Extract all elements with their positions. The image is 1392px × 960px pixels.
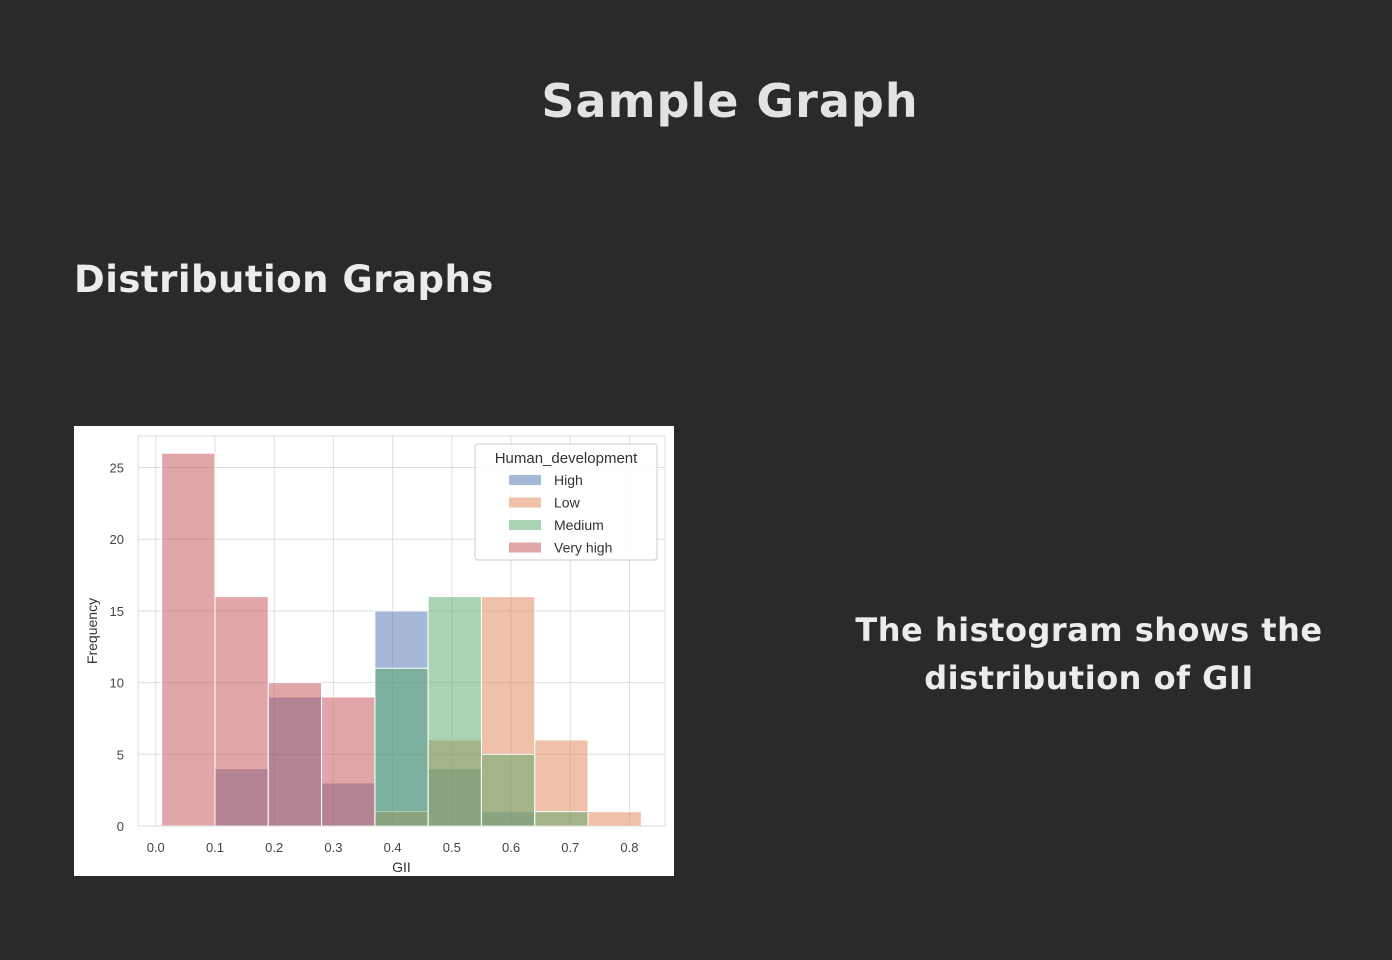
y-tick-label: 10 (110, 676, 124, 691)
bar-medium-6 (480, 753, 536, 827)
legend: Human_development High Low Medium Very high (474, 443, 658, 561)
bars-layer (161, 452, 642, 827)
legend-swatch-medium (509, 520, 541, 530)
bar-very-high-0 (161, 452, 216, 827)
bar-very-high-3 (321, 696, 376, 827)
section-title: Distribution Graphs (74, 258, 494, 301)
x-tick-label: 0.1 (206, 840, 224, 855)
legend-label-very-high: Very high (554, 540, 612, 556)
plot-frame (137, 435, 666, 827)
legend-swatch-high (509, 475, 541, 485)
x-tick-labels: 0.0 0.1 0.2 0.3 0.4 0.5 0.6 0.7 0.8 (147, 840, 639, 855)
legend-title: Human_development (495, 450, 638, 467)
x-tick-label: 0.4 (384, 840, 402, 855)
bar-medium-5 (427, 596, 482, 827)
bar-very-high-2 (267, 682, 323, 827)
x-axis-label: GII (392, 859, 411, 875)
y-axis-label: Frequency (84, 598, 100, 664)
legend-swatch-very-high (509, 542, 541, 553)
legend-label-low: Low (554, 495, 581, 511)
y-tick-label: 15 (110, 604, 124, 619)
caption-line-1: The histogram shows the (855, 611, 1323, 649)
x-tick-label: 0.2 (265, 840, 283, 855)
legend-box (474, 443, 658, 561)
y-tick-label: 25 (110, 461, 124, 476)
x-tick-label: 0.7 (561, 840, 579, 855)
x-tick-label: 0.6 (502, 840, 520, 855)
x-tick-label: 0.8 (620, 840, 638, 855)
y-tick-labels: 0 5 10 15 20 25 (110, 461, 124, 834)
legend-label-high: High (554, 472, 583, 488)
caption: The histogram shows the distribution of … (830, 606, 1348, 702)
x-tick-label: 0.3 (324, 840, 342, 855)
histogram-chart: 0.0 0.1 0.2 0.3 0.4 0.5 0.6 0.7 0.8 0 5 10 15 20 25 G… (74, 426, 674, 876)
bar-medium-7 (534, 811, 589, 827)
y-tick-label: 20 (110, 532, 124, 547)
bar-very-high-1 (214, 596, 269, 827)
legend-label-medium: Medium (554, 517, 604, 533)
histogram-svg: 0.0 0.1 0.2 0.3 0.4 0.5 0.6 0.7 0.8 0 5 10 15 20 25 G… (84, 435, 666, 875)
bar-medium-4 (374, 667, 429, 827)
x-tick-label: 0.5 (443, 840, 461, 855)
bar-low-8 (587, 811, 642, 827)
legend-swatch-low (509, 497, 541, 508)
y-tick-label: 0 (117, 819, 124, 834)
x-tick-label: 0.0 (147, 840, 165, 855)
slide-title: Sample Graph (541, 74, 919, 128)
caption-line-2: distribution of GII (924, 659, 1254, 697)
y-tick-label: 5 (117, 747, 124, 762)
